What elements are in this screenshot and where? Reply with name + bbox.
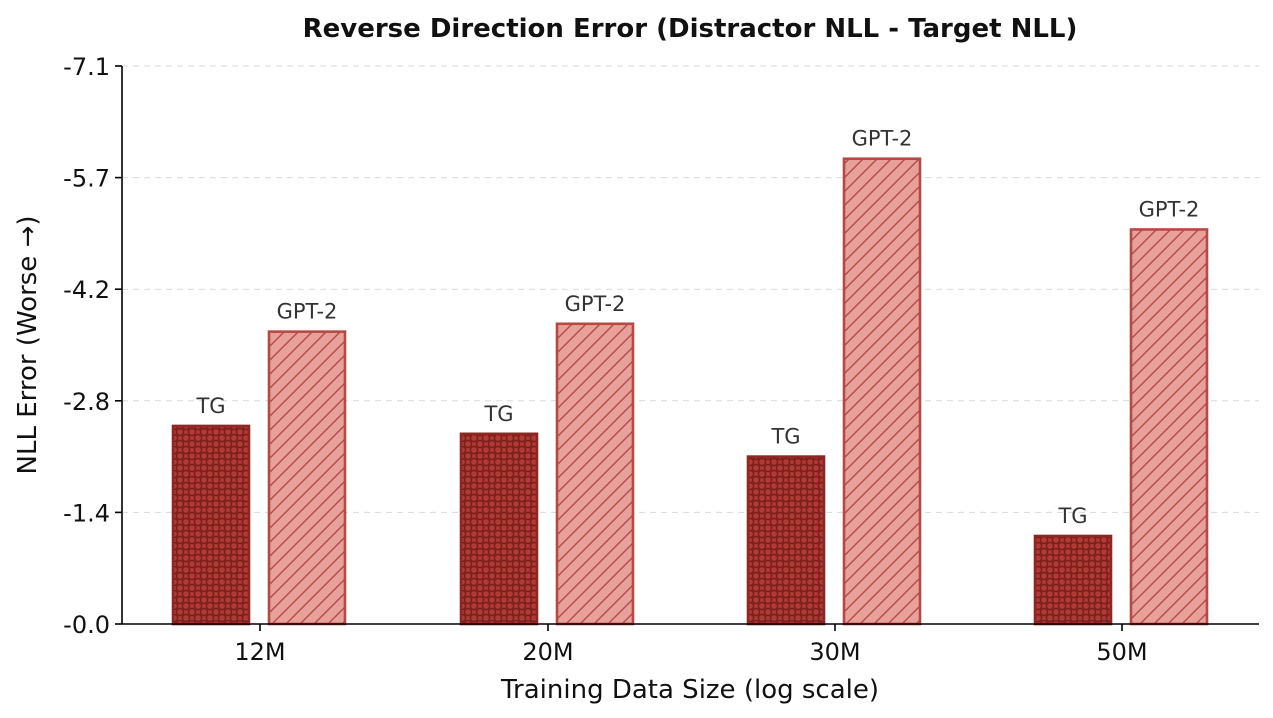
- x-tick-label: 50M: [1096, 638, 1147, 666]
- x-tick-label: 30M: [809, 638, 860, 666]
- bar-label-tg: TG: [770, 425, 800, 449]
- bar-label-tg: TG: [195, 394, 225, 418]
- bar-tg-20m: [459, 432, 539, 626]
- x-tick-label: 12M: [234, 638, 285, 666]
- y-tick-label: -7.1: [63, 53, 110, 81]
- y-tick-label: -0.0: [63, 611, 110, 639]
- y-axis-ticks: -0.0 -1.4 -2.8 -4.2 -5.7 -7.1: [63, 53, 122, 639]
- bar-gpt2-12m: [267, 330, 347, 626]
- x-tick-label: 20M: [522, 638, 573, 666]
- bar-label-gpt2: GPT-2: [277, 300, 338, 324]
- bars: [171, 157, 1209, 626]
- x-axis-label: Training Data Size (log scale): [500, 675, 879, 705]
- bar-gpt2-50m: [1129, 228, 1209, 626]
- bar-tg-50m: [1033, 534, 1113, 626]
- bar-gpt2-20m: [555, 322, 635, 626]
- bar-tg-30m: [746, 455, 826, 626]
- bar-label-gpt2: GPT-2: [565, 292, 626, 316]
- chart-title: Reverse Direction Error (Distractor NLL …: [303, 14, 1078, 44]
- bar-gpt2-30m: [842, 157, 922, 626]
- bar-tg-12m: [171, 424, 251, 626]
- y-tick-label: -2.8: [63, 388, 110, 416]
- y-tick-label: -1.4: [63, 499, 110, 527]
- y-axis-label: NLL Error (Worse →): [13, 216, 43, 475]
- bar-labels: TG GPT-2 TG GPT-2 TG GPT-2 TG GPT-2: [195, 127, 1199, 528]
- bar-label-tg: TG: [1057, 504, 1087, 528]
- x-axis-ticks: 12M 20M 30M 50M: [234, 624, 1148, 666]
- y-tick-label: -5.7: [63, 165, 110, 193]
- bar-label-gpt2: GPT-2: [1139, 197, 1200, 221]
- bar-label-tg: TG: [483, 402, 513, 426]
- bar-label-gpt2: GPT-2: [852, 127, 913, 151]
- y-tick-label: -4.2: [63, 276, 110, 304]
